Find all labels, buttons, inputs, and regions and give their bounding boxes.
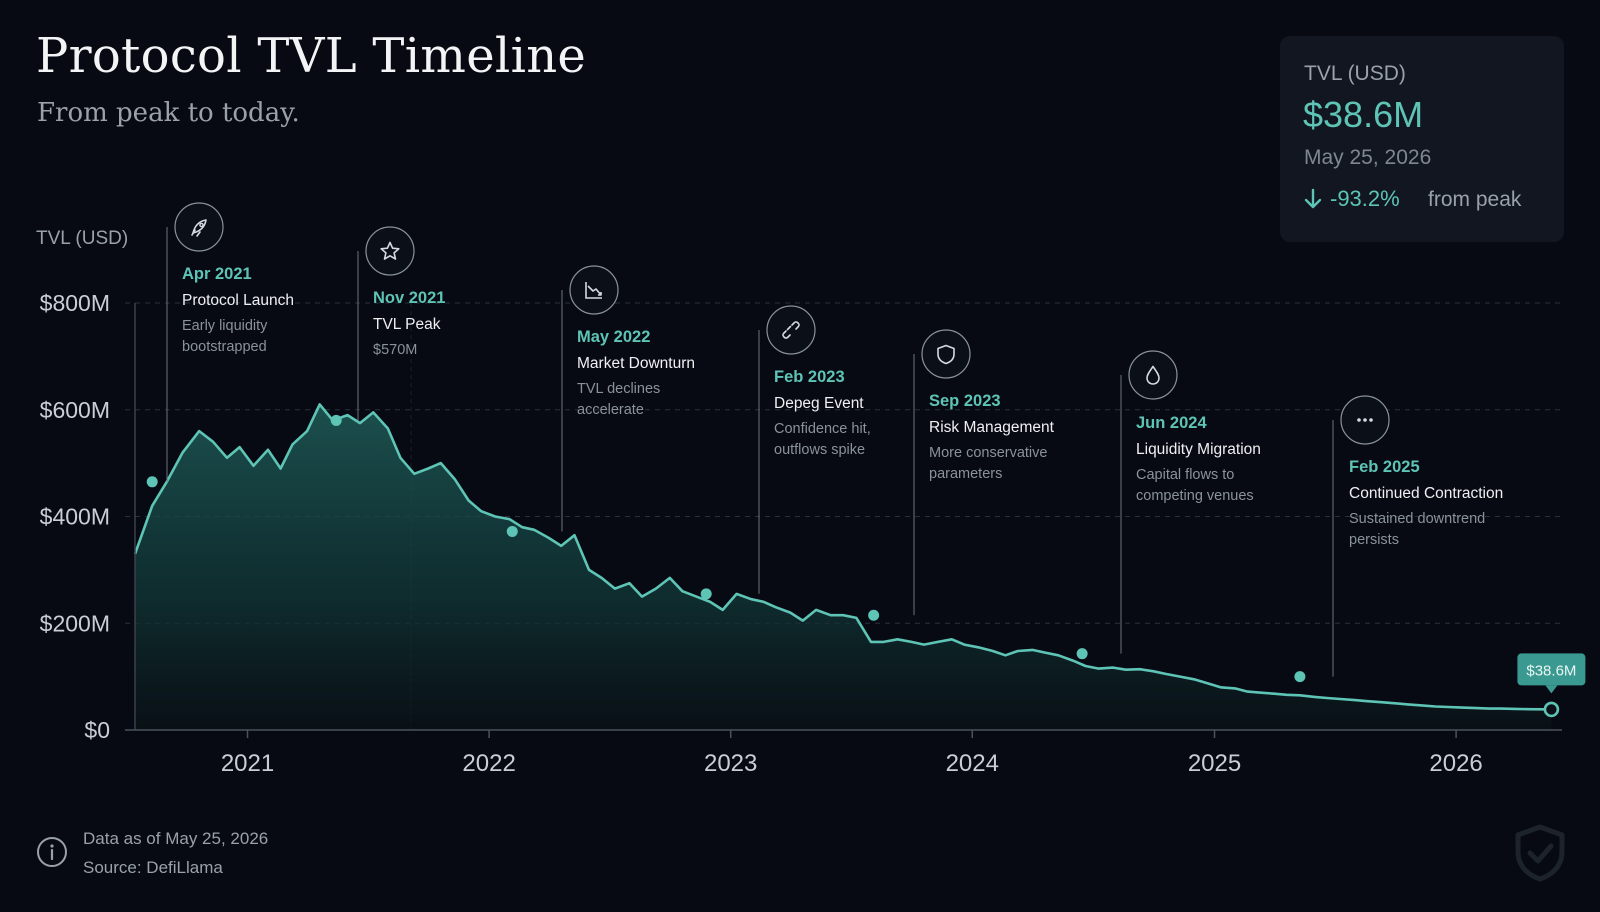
rocket-flame: [191, 229, 201, 237]
droplet-icon: [1146, 365, 1160, 385]
event-title: Liquidity Migration: [1136, 441, 1261, 458]
star-icon: [380, 241, 400, 260]
chart-subtitle: From peak to today.: [37, 98, 300, 128]
event-date: Nov 2021: [373, 289, 445, 307]
tvl-area-fill: [135, 404, 1552, 730]
data-as-of: Data as of May 25, 2026: [83, 829, 269, 848]
event-point: [1294, 671, 1306, 683]
event-description: Capital flows to: [1136, 467, 1234, 483]
peak-change: -93.2%: [1304, 186, 1400, 212]
arrow-down-icon: [1304, 188, 1322, 210]
y-axis-label: TVL (USD): [36, 228, 128, 249]
event-description: parameters: [929, 466, 1002, 482]
x-tick-label: 2026: [1429, 750, 1482, 777]
event-title: Continued Contraction: [1349, 485, 1503, 502]
event-icon-ring: [921, 329, 971, 379]
callout-pointer: [1545, 685, 1558, 694]
event-description: More conservative: [929, 445, 1047, 461]
event-title: Risk Management: [929, 419, 1055, 436]
event-description: persists: [1349, 532, 1399, 548]
current-tvl-label: TVL (USD): [1304, 62, 1406, 85]
current-value-label: $38.6M: [1526, 662, 1576, 679]
x-tick-label: 2024: [946, 750, 999, 777]
event-icon-ring: [365, 226, 415, 276]
more-icon: [1357, 418, 1373, 422]
event-marker: May 2022 Market Downturn TVL declines accel…: [506, 265, 695, 537]
x-tick-label: 2025: [1188, 750, 1241, 777]
star-shape: [380, 241, 400, 260]
current-value-callout: [1517, 653, 1586, 686]
chart-decline-icon: [585, 282, 602, 299]
link-icon: [782, 321, 800, 339]
event-description: competing venues: [1136, 488, 1254, 504]
shield-check-logo-icon: [1514, 824, 1566, 887]
event-marker: Apr 2021 Protocol Launch Early liquidity bo…: [146, 202, 294, 488]
y-tick-label: $400M: [40, 504, 110, 530]
data-source: Source: DefiLlama: [83, 858, 223, 877]
x-tick-label: 2022: [462, 750, 515, 777]
decline-line: [587, 285, 602, 296]
event-title: Market Downturn: [577, 355, 695, 372]
event-title: Depeg Event: [774, 395, 864, 412]
event-date: Feb 2023: [774, 368, 845, 386]
peak-change-suffix: from peak: [1428, 188, 1522, 211]
event-marker: Jun 2024 Liquidity Migration Capital flows…: [1076, 350, 1261, 660]
current-tvl-date: May 25, 2026: [1304, 146, 1432, 169]
dot: [1357, 418, 1361, 422]
link-chain: [782, 321, 800, 339]
y-tick-label: $800M: [40, 290, 110, 316]
event-marker: Sep 2023 Risk Management More conservative…: [868, 329, 1055, 621]
rocket-body: [192, 219, 207, 234]
chart-title: Protocol TVL Timeline: [36, 28, 587, 84]
current-tvl-card: TVL (USD) $38.6M May 25, 2026 -93.2% fro…: [1280, 36, 1564, 242]
event-icon-ring: [174, 202, 224, 252]
event-marker: Nov 2021 TVL Peak $570M: [330, 226, 445, 426]
event-title: Protocol Launch: [182, 292, 294, 309]
tvl-line: [133, 403, 1552, 711]
event-description: Sustained downtrend: [1349, 511, 1485, 527]
decline-axes: [585, 282, 602, 299]
info-icon: [36, 836, 68, 873]
event-icon-ring: [766, 305, 816, 355]
y-tick-label: $600M: [40, 397, 110, 423]
event-marker: Feb 2023 Depeg Event Confidence hit, outflo…: [700, 305, 871, 600]
y-tick-label: $200M: [40, 610, 110, 636]
x-tick-label: 2021: [221, 750, 274, 777]
event-marker: Feb 2025 Continued Contraction Sustained d…: [1294, 395, 1503, 683]
event-point: [506, 525, 518, 537]
peak-change-value: -93.2%: [1330, 186, 1400, 211]
event-point: [1076, 648, 1088, 660]
event-description: Early liquidity: [182, 318, 268, 334]
event-date: Jun 2024: [1136, 414, 1207, 432]
event-point: [330, 414, 342, 426]
event-point: [700, 588, 712, 600]
event-date: May 2022: [577, 328, 650, 346]
dot: [1369, 418, 1373, 422]
event-description: Confidence hit,: [774, 421, 871, 437]
shield-shape: [937, 344, 955, 365]
event-icon-ring: [1128, 350, 1178, 400]
event-description: bootstrapped: [182, 339, 267, 355]
shield-icon: [937, 344, 955, 365]
event-point: [146, 476, 158, 488]
event-description: $570M: [373, 342, 417, 358]
event-date: Sep 2023: [929, 392, 1001, 410]
current-tvl-value: $38.6M: [1303, 94, 1424, 135]
droplet-shape: [1146, 365, 1160, 385]
rocket-window: [199, 222, 204, 228]
dot: [1363, 418, 1367, 422]
event-description: outflows spike: [774, 442, 865, 458]
event-title: TVL Peak: [373, 316, 441, 333]
event-date: Feb 2025: [1349, 458, 1420, 476]
event-point: [868, 609, 880, 621]
event-date: Apr 2021: [182, 265, 252, 283]
y-tick-label: $0: [84, 717, 110, 743]
current-point: [1543, 701, 1560, 718]
rocket-icon: [191, 219, 207, 237]
x-tick-label: 2023: [704, 750, 757, 777]
event-description: accelerate: [577, 402, 644, 418]
event-description: TVL declines: [577, 381, 660, 397]
